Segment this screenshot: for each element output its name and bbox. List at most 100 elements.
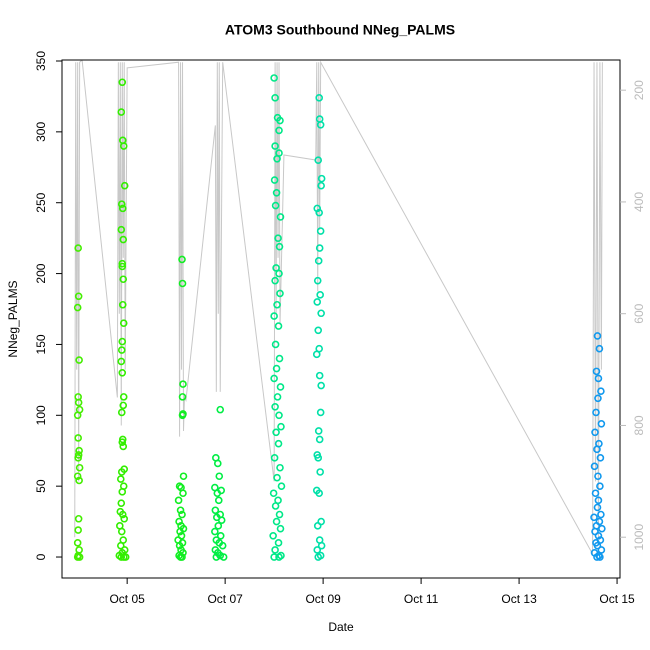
point	[174, 496, 183, 505]
point	[74, 526, 82, 534]
point	[117, 468, 126, 476]
chart-title: ATOM3 Southbound NNeg_PALMS	[225, 22, 455, 38]
point	[271, 502, 280, 510]
point	[271, 340, 280, 349]
point	[178, 411, 187, 420]
point	[118, 510, 127, 519]
point	[273, 473, 281, 482]
point	[593, 445, 601, 454]
point	[275, 242, 284, 251]
point	[273, 300, 281, 309]
point	[314, 326, 323, 335]
point	[313, 522, 322, 530]
point	[315, 371, 324, 380]
point	[178, 553, 186, 561]
point	[312, 350, 321, 359]
point	[277, 422, 285, 431]
point	[117, 346, 126, 354]
point	[272, 428, 280, 437]
y-tick-label: 350	[34, 51, 48, 71]
point	[596, 454, 605, 462]
point	[119, 442, 128, 451]
point	[597, 510, 605, 519]
point	[216, 531, 225, 540]
y2-tick-label: 800	[632, 415, 646, 435]
point	[178, 255, 186, 264]
point	[275, 269, 283, 278]
point	[590, 462, 599, 471]
point	[591, 489, 600, 498]
point	[596, 553, 604, 561]
point	[275, 126, 283, 135]
point	[315, 489, 323, 498]
point	[313, 298, 322, 306]
point	[593, 541, 602, 550]
point	[219, 553, 228, 561]
point	[276, 289, 284, 298]
point	[213, 489, 222, 498]
point	[270, 553, 278, 561]
point	[120, 514, 129, 523]
point	[274, 234, 282, 242]
point	[272, 264, 280, 272]
point	[593, 503, 602, 512]
point	[314, 257, 323, 265]
point	[179, 489, 187, 498]
point	[117, 553, 126, 561]
point	[272, 517, 281, 526]
point	[271, 402, 279, 411]
y-tick-label: 50	[34, 479, 48, 493]
point	[176, 506, 185, 515]
point	[316, 468, 324, 476]
point	[269, 489, 278, 498]
point	[274, 439, 283, 448]
point	[178, 510, 186, 519]
x-tick-label: Oct 11	[404, 592, 439, 606]
point	[270, 74, 278, 82]
point	[74, 398, 83, 407]
point	[269, 531, 277, 540]
point	[74, 454, 82, 462]
point	[73, 303, 82, 312]
point	[317, 309, 325, 318]
point	[117, 357, 126, 366]
point	[314, 427, 323, 435]
point	[594, 374, 603, 383]
point	[594, 394, 602, 403]
point	[316, 120, 325, 129]
y-tick-label: 0	[34, 553, 48, 560]
point	[276, 213, 285, 221]
point	[118, 262, 127, 271]
line	[74, 60, 603, 556]
point	[117, 527, 126, 536]
point	[594, 496, 603, 505]
point	[598, 524, 606, 533]
point	[271, 276, 279, 285]
point	[271, 201, 280, 210]
point	[317, 541, 326, 550]
point	[274, 322, 283, 330]
point	[313, 276, 322, 285]
point	[597, 387, 605, 396]
point	[118, 78, 127, 87]
point	[119, 393, 128, 401]
point	[314, 553, 323, 561]
plot-area	[73, 60, 606, 561]
y-tick-label: 200	[34, 263, 48, 283]
point	[315, 435, 324, 444]
point	[211, 527, 219, 536]
point	[117, 200, 126, 208]
point	[590, 513, 598, 522]
point	[215, 472, 224, 481]
point	[274, 539, 283, 547]
point	[120, 181, 129, 190]
point	[75, 446, 83, 455]
point	[175, 541, 184, 550]
point	[179, 472, 188, 481]
point	[270, 374, 278, 383]
point	[275, 354, 284, 363]
point	[216, 405, 225, 414]
point	[273, 154, 281, 163]
point	[276, 524, 285, 533]
